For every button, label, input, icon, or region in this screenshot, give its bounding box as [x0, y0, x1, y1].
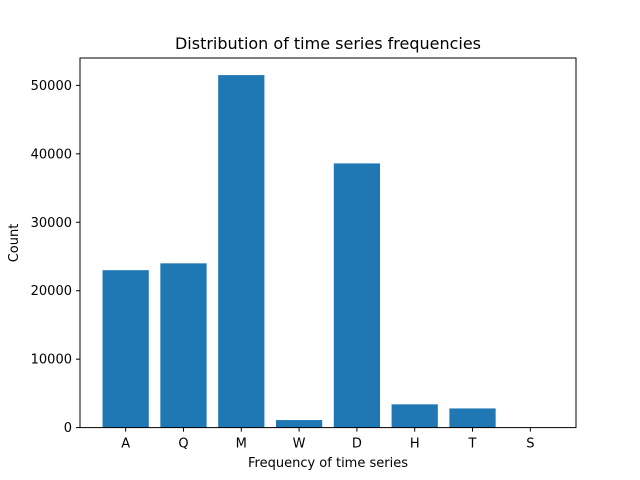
bar-t: [449, 408, 496, 428]
y-tick-label: 40000: [31, 147, 72, 162]
y-tick-label: 10000: [31, 353, 72, 368]
x-tick-label: Q: [178, 437, 188, 452]
bar-h: [391, 404, 438, 428]
bar-q: [160, 263, 207, 428]
bars-layer: [102, 75, 496, 428]
y-tick-label: 50000: [31, 79, 72, 94]
x-tick-label: D: [352, 437, 362, 452]
x-tick-label: H: [410, 437, 420, 452]
x-tick-label: W: [293, 437, 306, 452]
x-tick-label: M: [236, 437, 247, 452]
x-axis-label: Frequency of time series: [248, 456, 408, 471]
bar-m: [218, 75, 265, 428]
y-tick-label: 20000: [31, 284, 72, 299]
plot-area-frame: [79, 57, 577, 429]
bar-d: [333, 163, 381, 428]
bar-w: [275, 420, 323, 428]
y-axis-label: Count: [7, 224, 22, 263]
x-tick-label: T: [468, 437, 477, 452]
x-tick-label: A: [121, 437, 130, 452]
y-tick-label: 30000: [31, 216, 72, 231]
x-tick-label: S: [526, 437, 534, 452]
chart-title: Distribution of time series frequencies: [175, 34, 481, 53]
y-tick-label: 0: [64, 421, 72, 436]
y-axis-ticks: 0 10000 20000 30000 40000 50000: [31, 79, 80, 436]
bar-a: [102, 270, 149, 428]
